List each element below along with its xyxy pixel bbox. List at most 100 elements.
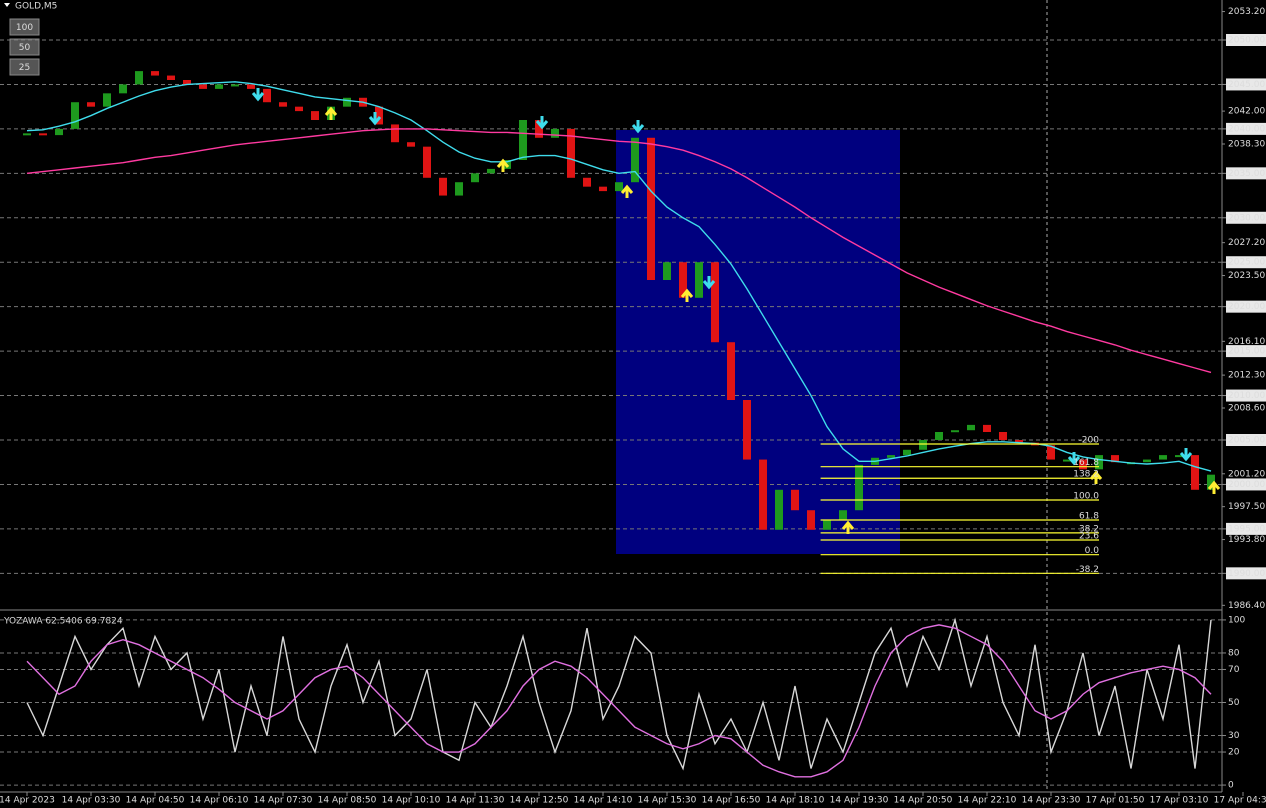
y-minor-tick-label: 2012.30 (1228, 371, 1265, 381)
candle (151, 71, 159, 76)
y-tick-label: 2015.00 (1228, 347, 1265, 357)
fib-label: -200 (1079, 436, 1100, 446)
candle (519, 120, 527, 160)
candle (1095, 455, 1103, 470)
candle (631, 137, 639, 183)
candle (855, 464, 863, 511)
oscillator-title: YOZAWA 62.5406 69.7824 (3, 617, 123, 627)
dropdown-icon[interactable] (4, 3, 10, 7)
candle (1047, 445, 1055, 460)
x-tick-label: 14 Apr 16:50 (702, 796, 761, 806)
candle (903, 449, 911, 456)
candle (1175, 455, 1183, 458)
x-tick-label: 14 Apr 10:10 (382, 796, 441, 806)
y-tick-label: 2035.00 (1228, 169, 1265, 179)
zoom-buttons: 100 50 25 (9, 18, 40, 76)
y-tick-label: 20 (1228, 748, 1240, 758)
y-tick-label: 1990.00 (1228, 569, 1265, 579)
sell-arrow (702, 276, 716, 290)
candle (567, 128, 575, 178)
y-minor-tick-label: 2008.60 (1228, 404, 1265, 414)
fib-label: 0.0 (1085, 546, 1100, 556)
candle (599, 186, 607, 192)
candle (391, 124, 399, 143)
zoom-button-label[interactable]: 50 (19, 43, 31, 53)
candle (743, 400, 751, 460)
candle (999, 432, 1007, 440)
x-tick-label: 14 Apr 15:30 (638, 796, 697, 806)
y-tick-box (1226, 211, 1266, 224)
x-tick-label: 17 Apr 01:50 (1086, 796, 1145, 806)
candle (919, 440, 927, 450)
candle (615, 182, 623, 192)
candle (647, 137, 655, 280)
zoom-button-label[interactable]: 25 (19, 63, 30, 73)
y-minor-tick-label: 2001.20 (1228, 469, 1265, 479)
y-tick-box (1226, 434, 1266, 446)
zoom-button[interactable] (9, 58, 40, 76)
candle (775, 489, 783, 530)
zoom-button-label[interactable]: 100 (16, 23, 33, 33)
sell-arrow (631, 120, 645, 134)
indicator-line (26, 128, 1212, 374)
y-tick-label: 100 (1228, 615, 1245, 625)
candle (1079, 459, 1087, 470)
indicator-line (26, 617, 1212, 771)
x-tick-label: 14 Apr 07:30 (254, 796, 313, 806)
candle (407, 142, 415, 147)
candle (23, 133, 31, 136)
y-minor-tick-label: 2027.20 (1228, 238, 1265, 248)
y-tick-box (1226, 389, 1266, 402)
candle (983, 424, 991, 432)
sell-arrow (1179, 448, 1193, 462)
fib-label: 61.8 (1079, 512, 1099, 522)
x-tick-label: 14 Apr 2023 (0, 796, 55, 806)
y-tick-box (1226, 167, 1266, 180)
candle (1111, 455, 1119, 463)
candle (39, 133, 47, 136)
candle (951, 430, 959, 433)
y-tick-box (1226, 478, 1266, 491)
fib-label: 138.2 (1073, 470, 1099, 480)
buy-arrow (680, 288, 694, 302)
candle (471, 173, 479, 183)
sell-arrow (535, 116, 549, 130)
x-tick-label: 14 Apr 19:30 (830, 796, 889, 806)
zoom-button[interactable] (9, 38, 40, 56)
signal-arrows (251, 88, 1221, 534)
candle (231, 84, 239, 87)
candle (279, 102, 287, 107)
y-tick-label: 2005.00 (1228, 436, 1265, 446)
candle (1143, 459, 1151, 463)
fib-label: 23.6 (1079, 532, 1099, 542)
y-minor-tick-label: 2016.10 (1228, 337, 1265, 347)
candle (199, 84, 207, 89)
y-tick-label: 0 (1228, 781, 1234, 791)
candle (135, 71, 143, 85)
y-minor-tick-label: 1997.50 (1228, 502, 1265, 512)
candle (1015, 440, 1023, 443)
fib-label: 100.0 (1073, 492, 1099, 502)
x-tick-label: 14 Apr 04:50 (126, 796, 185, 806)
x-tick-label: 14 Apr 22:10 (958, 796, 1017, 806)
fib-label: 38.2 (1079, 524, 1099, 534)
candle (679, 262, 687, 298)
candle (1207, 474, 1215, 490)
candle (727, 342, 735, 400)
y-minor-tick-label: 2042.00 (1228, 107, 1265, 117)
indicator-line (26, 624, 1212, 778)
y-tick-label: 30 (1228, 731, 1240, 741)
candle (535, 120, 543, 138)
candle (119, 84, 127, 94)
y-tick-label: 1995.00 (1228, 524, 1265, 534)
candle (103, 93, 111, 107)
candle (247, 84, 255, 89)
buy-arrow (1089, 470, 1103, 484)
zoom-button[interactable] (9, 18, 40, 36)
y-tick-box (1226, 256, 1266, 269)
highlight-zone (616, 130, 900, 554)
candle (71, 102, 79, 129)
x-tick-label: 14 Apr 08:50 (318, 796, 377, 806)
candle (1063, 459, 1071, 462)
